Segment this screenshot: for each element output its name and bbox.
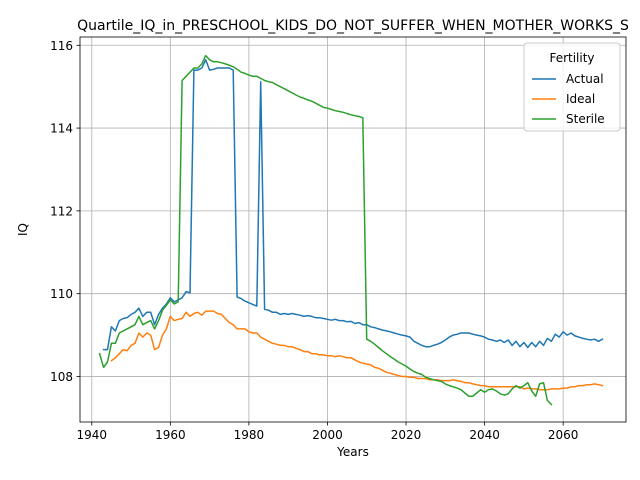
x-tick-label: 2060 bbox=[548, 428, 579, 442]
legend-label-actual: Actual bbox=[566, 72, 604, 86]
plot-frame bbox=[79, 36, 627, 423]
axis-ticks: 1940 1960 1980 2000 2020 2040 2060 108 110 112 114… bbox=[50, 39, 578, 442]
x-tick-label: 1980 bbox=[234, 428, 265, 442]
y-tick-label: 108 bbox=[50, 370, 73, 384]
chart-title: Quartile_IQ_in_PRESCHOOL_KIDS_DO_NOT_SUF… bbox=[77, 18, 629, 34]
legend-title: Fertility bbox=[549, 51, 594, 65]
x-axis-label: Years bbox=[336, 445, 369, 459]
series-line-actual bbox=[102, 59, 604, 351]
y-axis-label: IQ bbox=[16, 223, 30, 236]
x-tick-label: 2000 bbox=[312, 428, 343, 442]
x-tick-label: 1960 bbox=[155, 428, 186, 442]
legend-box bbox=[523, 42, 621, 132]
y-tick-label: 116 bbox=[50, 39, 73, 53]
x-tick-label: 2040 bbox=[469, 428, 500, 442]
x-tick-label: 1940 bbox=[77, 428, 108, 442]
y-tick-label: 110 bbox=[50, 287, 73, 301]
legend-label-ideal: Ideal bbox=[566, 92, 595, 106]
y-tick-label: 112 bbox=[50, 204, 73, 218]
series-line-sterile bbox=[98, 54, 553, 406]
legend-label-sterile: Sterile bbox=[566, 112, 605, 126]
legend: Fertility Actual Ideal Sterile bbox=[523, 42, 621, 132]
x-tick-label: 2020 bbox=[391, 428, 422, 442]
legend-items: Actual Ideal Sterile bbox=[532, 72, 605, 126]
series-lines bbox=[98, 54, 604, 406]
y-tick-label: 114 bbox=[50, 122, 73, 136]
